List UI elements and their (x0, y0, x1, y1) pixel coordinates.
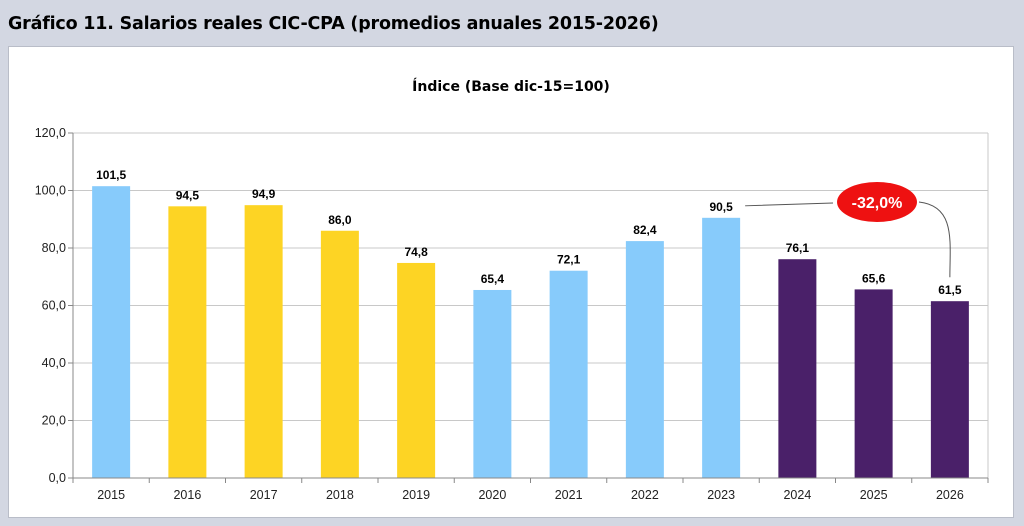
x-tick-label-2019: 2019 (402, 488, 430, 502)
x-tick-label-2018: 2018 (326, 488, 354, 502)
data-label-2024: 76,1 (786, 241, 810, 255)
annotation-connector (745, 201, 951, 278)
data-label-2022: 82,4 (633, 223, 657, 237)
chart-panel: Índice (Base dic-15=100) 0,0 20,0 40,0 60,0… (8, 46, 1014, 518)
x-tick-label-2021: 2021 (555, 488, 583, 502)
bar-2024 (778, 259, 817, 478)
y-tick-label: 120,0 (35, 126, 66, 140)
x-tick-label-2025: 2025 (860, 488, 888, 502)
bar-2025 (854, 289, 893, 478)
annotation-badge (837, 182, 917, 222)
annotation-label: -32,0% (852, 195, 903, 212)
data-label-2021: 72,1 (557, 253, 581, 267)
figure-heading: Gráfico 11. Salarios reales CIC-CPA (pro… (8, 14, 659, 34)
y-tick-label: 40,0 (42, 356, 66, 370)
x-tick-label-2015: 2015 (97, 488, 125, 502)
bar-2026 (930, 301, 969, 478)
x-tick-label-2026: 2026 (936, 488, 964, 502)
x-tick-label-2023: 2023 (707, 488, 735, 502)
bar-2017 (244, 205, 283, 478)
bar-2016 (168, 206, 207, 478)
chart-title: Índice (Base dic-15=100) (412, 79, 610, 95)
y-tick-label: 20,0 (42, 414, 66, 428)
data-label-2023: 90,5 (709, 200, 733, 214)
bar-2023 (702, 217, 741, 478)
data-label-2026: 61,5 (938, 283, 962, 297)
x-tick-label-2024: 2024 (783, 488, 811, 502)
data-label-2017: 94,9 (252, 187, 276, 201)
x-tick-label-2017: 2017 (250, 488, 278, 502)
data-label-2015: 101,5 (96, 168, 126, 182)
bar-2019 (397, 262, 436, 478)
data-label-2018: 86,0 (328, 213, 352, 227)
y-tick-label: 80,0 (42, 241, 66, 255)
bar-2015 (92, 186, 131, 478)
y-tick-label: 0,0 (49, 471, 66, 485)
x-tick-label-2020: 2020 (478, 488, 506, 502)
x-tick-label-2016: 2016 (173, 488, 201, 502)
data-label-2016: 94,5 (176, 188, 200, 202)
data-label-2019: 74,8 (404, 245, 428, 259)
bar-2020 (473, 289, 512, 478)
y-tick-label: 100,0 (35, 184, 66, 198)
bar-chart: 0,0 20,0 40,0 60,0 80,0 100,0 120,0 101,5 2015 94… (35, 126, 989, 502)
y-tick-label: 60,0 (42, 299, 66, 313)
bar-2021 (549, 270, 588, 478)
x-tick-label-2022: 2022 (631, 488, 659, 502)
data-label-2020: 65,4 (481, 272, 505, 286)
data-label-2025: 65,6 (862, 271, 886, 285)
bar-2018 (320, 230, 359, 478)
bar-2022 (625, 241, 664, 478)
